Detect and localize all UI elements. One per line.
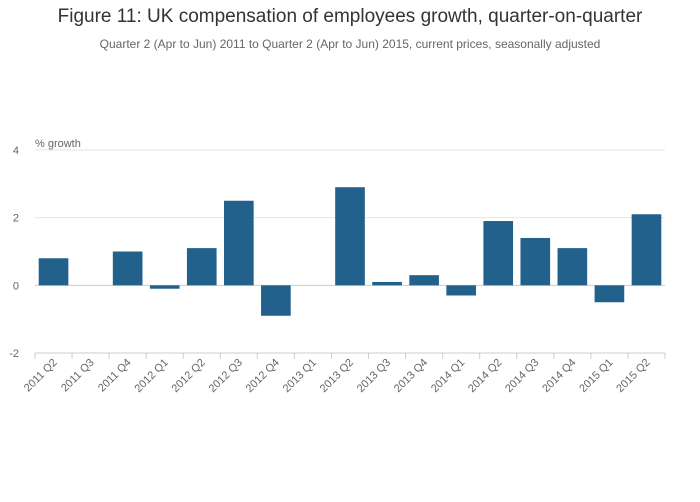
x-tick-label: 2012 Q4 <box>244 357 282 395</box>
x-tick-label: 2012 Q2 <box>170 357 208 395</box>
chart-subtitle: Quarter 2 (Apr to Jun) 2011 to Quarter 2… <box>99 37 601 51</box>
bar[interactable] <box>483 221 514 286</box>
bar[interactable] <box>409 275 439 286</box>
x-tick-label: 2011 Q4 <box>96 357 134 395</box>
y-tick-label: 4 <box>13 145 19 157</box>
x-tick-label: 2014 Q4 <box>540 357 578 395</box>
x-tick-label: 2012 Q1 <box>132 357 170 395</box>
x-tick-label: 2013 Q4 <box>392 357 430 395</box>
bar[interactable] <box>520 237 551 286</box>
y-tick-label: -2 <box>9 348 19 360</box>
chart-title: Figure 11: UK compensation of employees … <box>57 6 643 27</box>
bar[interactable] <box>261 285 291 316</box>
bar[interactable] <box>224 200 254 286</box>
x-tick-label: 2011 Q2 <box>22 357 60 395</box>
x-tick-label: 2012 Q3 <box>207 357 245 395</box>
y-tick-label: 2 <box>13 213 19 225</box>
x-tick-label: 2011 Q3 <box>59 357 97 395</box>
y-axis-tick-labels: 4 2 0 -2 <box>9 145 19 360</box>
x-tick-label: 2014 Q2 <box>466 357 504 395</box>
bar[interactable] <box>112 251 143 286</box>
bar[interactable] <box>335 187 365 286</box>
x-tick-label: 2015 Q1 <box>577 357 615 395</box>
x-tick-label: 2015 Q2 <box>614 357 652 395</box>
y-axis-label: % growth <box>35 138 81 150</box>
y-tick-label: 0 <box>13 280 19 292</box>
x-tick-label: 2014 Q1 <box>429 357 467 395</box>
x-tick-label: 2014 Q3 <box>503 357 541 395</box>
bar[interactable] <box>372 281 402 286</box>
bar[interactable] <box>446 285 476 296</box>
x-tick-label: 2013 Q3 <box>355 357 393 395</box>
bar[interactable] <box>149 285 180 289</box>
bar[interactable] <box>594 285 625 303</box>
bar[interactable] <box>38 258 69 286</box>
bar[interactable] <box>186 248 217 286</box>
bar[interactable] <box>631 214 662 286</box>
x-tick-label: 2013 Q1 <box>281 357 319 395</box>
x-tick-label: 2013 Q2 <box>318 357 356 395</box>
bars <box>38 187 662 316</box>
bar[interactable] <box>557 248 588 286</box>
